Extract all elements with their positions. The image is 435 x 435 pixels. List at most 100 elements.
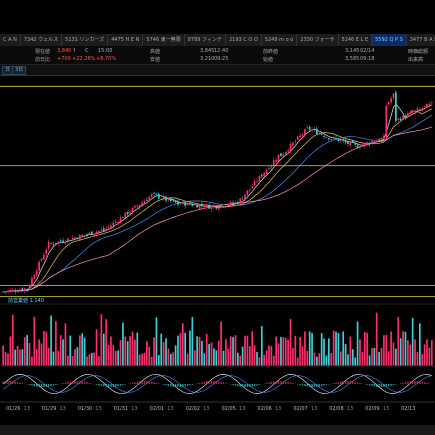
candle-body — [19, 289, 21, 292]
oscillator-bar — [366, 384, 368, 385]
volume-bar — [31, 356, 33, 366]
candle-body — [153, 192, 155, 194]
symbol-tab[interactable]: 2193 C O O — [226, 34, 262, 46]
x-axis-date-label: 02/08 — [329, 406, 343, 412]
symbol-tab[interactable]: 4475 H E N — [108, 34, 144, 46]
oscillator-bar — [95, 384, 98, 385]
price-chart[interactable]: 前営業値 1,140 01/26 01/29 01/30 01/31 02/01 02/0… — [0, 76, 435, 425]
volume-bar — [397, 316, 400, 366]
volume-bar — [328, 338, 330, 366]
symbol-tab[interactable]: 5248 m o o — [262, 34, 298, 46]
volume-bar — [304, 331, 306, 366]
candle-body — [74, 237, 76, 240]
volume-bar — [90, 352, 93, 366]
volume-bar — [179, 333, 182, 366]
volume-bar — [196, 336, 198, 366]
candle-body — [21, 288, 24, 291]
oscillator-bar — [174, 384, 177, 387]
volume-bar — [344, 344, 347, 366]
volume-bar — [146, 341, 148, 366]
candle-body — [287, 150, 289, 152]
volume-bar — [371, 348, 373, 366]
oscillator-bar — [155, 382, 158, 384]
x-axis-date-label: 01/30 — [78, 406, 92, 412]
oscillator-bar — [38, 384, 40, 387]
volume-bar — [428, 347, 431, 366]
candle-body — [167, 198, 170, 201]
symbol-tab[interactable]: 5131 リンカーズ — [62, 34, 109, 46]
volume-bar — [153, 337, 155, 366]
oscillator-bar — [136, 381, 139, 384]
low-time: 09:25 — [214, 56, 229, 62]
candle-body — [28, 284, 31, 289]
candle-body — [411, 112, 414, 114]
candle-body — [282, 154, 285, 157]
candle-body — [26, 288, 28, 290]
candle-body — [7, 290, 9, 293]
bottom-scrollbar[interactable] — [0, 425, 435, 435]
oscillator-bar — [186, 384, 189, 386]
oscillator-bar — [251, 384, 253, 387]
volume-bar — [375, 312, 378, 366]
oscillator-bar — [172, 384, 174, 387]
candle-body — [205, 204, 208, 207]
oscillator-bar — [287, 381, 289, 384]
candle-body — [323, 135, 325, 137]
symbol-tab[interactable]: 7342 ウェルス — [21, 34, 63, 46]
prev-close-date: 02/14 — [360, 48, 375, 54]
candle-body — [38, 261, 40, 272]
candle-body — [375, 140, 378, 143]
oscillator-bar — [359, 382, 361, 384]
volume-bar — [157, 355, 160, 366]
oscillator-bar — [354, 381, 356, 384]
candle-body — [246, 190, 249, 196]
oscillator-bar — [285, 381, 287, 384]
open-label: 始値 — [263, 57, 274, 63]
symbol-tab[interactable]: 5592 Q P S — [372, 34, 407, 46]
volume-bar — [234, 335, 237, 366]
oscillator-bar — [376, 384, 378, 387]
candle-body — [43, 254, 45, 260]
symbol-tab[interactable]: 8789 フィンテ — [185, 34, 226, 46]
volume-bar — [313, 352, 316, 366]
candle-body — [402, 115, 404, 120]
symbol-tab[interactable]: 2330 フォーサ — [297, 34, 339, 46]
candle-body — [119, 217, 122, 223]
candle-body — [385, 105, 388, 137]
oscillator-bar — [241, 384, 244, 387]
oscillator-bar — [265, 382, 268, 384]
volume-bar — [215, 350, 218, 366]
volume-bar — [169, 353, 172, 366]
volume-bar — [155, 317, 158, 366]
volume-bar — [320, 333, 323, 366]
volume-bar — [390, 331, 392, 366]
candle-body — [392, 93, 395, 98]
oscillator-bar — [411, 381, 414, 384]
oscillator-bar — [270, 381, 273, 384]
candle-body — [361, 144, 364, 147]
volume-label: 出来高 — [408, 57, 424, 63]
candle-body — [203, 207, 206, 209]
symbol-tab[interactable]: 5746 東一無限 — [143, 34, 185, 46]
period-3day-button[interactable]: 3日 — [12, 66, 27, 75]
volume-bar — [244, 335, 246, 366]
oscillator-bar — [428, 383, 431, 384]
symbol-tab[interactable]: 3477 B A S E — [407, 34, 435, 46]
candle-body — [426, 104, 428, 108]
oscillator-bar — [292, 383, 294, 384]
volume-bar — [110, 336, 112, 366]
candle-body — [83, 234, 86, 236]
symbol-tab[interactable]: C A N — [0, 34, 21, 46]
symbol-tab[interactable]: 5246 E L E — [339, 34, 373, 46]
oscillator-bar — [385, 384, 388, 387]
x-axis-date-label: 02/07 — [293, 406, 307, 412]
volume-bar — [43, 331, 45, 366]
volume-bar — [430, 339, 433, 366]
candle-body — [191, 204, 194, 206]
x-axis-time-label: 13 — [203, 406, 209, 412]
volume-bar — [385, 334, 388, 366]
volume-bar — [162, 342, 165, 366]
volume-bar — [380, 347, 383, 366]
quote-panel: 現在値 3,840 ↑ C 15:00 前日比 +700 +22.28% +8.… — [0, 46, 435, 64]
volume-bar — [203, 353, 206, 366]
